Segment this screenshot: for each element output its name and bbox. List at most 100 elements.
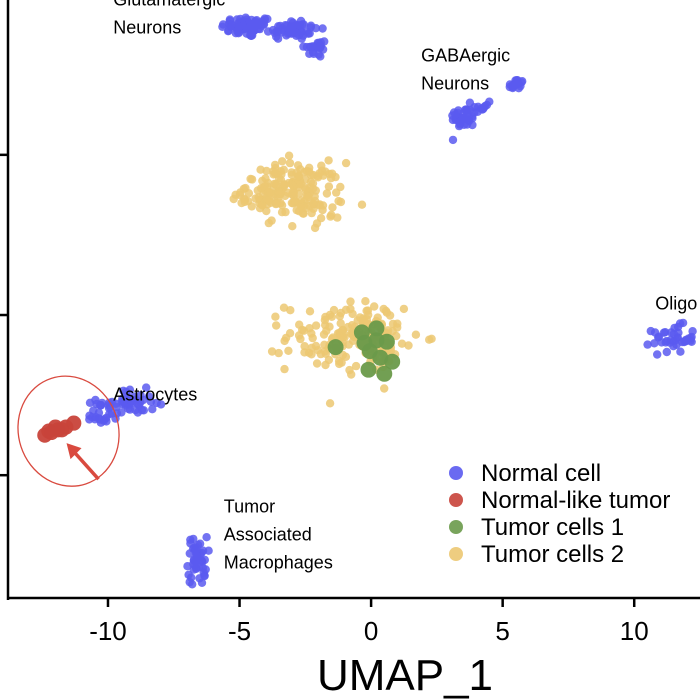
data-point [296,201,306,211]
data-point [336,308,346,318]
x-tick-label: -10 [89,616,127,646]
data-point [279,165,288,174]
data-point [311,321,321,330]
data-point [302,166,312,176]
data-point [306,177,316,187]
data-point [299,42,308,51]
data-point [325,310,335,320]
data-point [274,348,283,358]
data-point [392,331,401,341]
legend-label: Tumor cells 2 [481,541,624,568]
data-point [300,348,309,357]
data-point [305,307,315,316]
data-point [304,192,313,202]
cluster-label: Tumor Associated Macrophages [224,497,333,573]
data-point [512,76,521,85]
data-point [272,321,281,330]
data-point [317,161,326,170]
data-point [232,15,242,24]
data-point [361,297,370,306]
data-point [185,577,194,587]
data-point [324,156,333,165]
data-point [307,350,316,359]
data-point [305,49,314,58]
data-point [356,335,373,351]
data-point [669,342,678,351]
data-point [393,319,402,328]
data-point [225,15,235,24]
data-point [473,107,482,117]
data-point [266,188,275,197]
points-layer [37,13,697,589]
x-tick-label: 0 [364,616,378,646]
data-point [368,320,385,337]
data-point [653,350,662,359]
data-point [272,199,281,208]
data-point [346,297,355,306]
data-point [95,401,105,410]
data-point [285,158,295,168]
data-point [379,304,388,314]
data-point [270,179,279,188]
data-point [479,103,489,112]
data-point [336,197,346,207]
data-point [202,533,211,542]
data-point [309,199,318,209]
data-point [41,423,57,439]
data-point [313,346,323,355]
data-point [94,414,104,423]
data-point [264,218,273,228]
highlight-arrow-shaft [71,448,100,481]
data-point [347,370,356,379]
x-tick-label: 5 [495,616,509,646]
legend-label: Normal cell [481,460,601,487]
data-point [280,336,289,346]
x-axis-title: UMAP_1 [317,651,493,700]
data-point [197,578,207,587]
data-point [325,322,334,331]
data-point [666,328,676,337]
data-point [505,82,514,92]
data-point [351,361,361,371]
highlight-arrow-head [66,443,82,460]
data-point [218,22,227,31]
data-point [186,539,195,548]
data-point [320,315,330,325]
data-point [85,398,95,407]
data-point [384,353,401,370]
data-point [281,207,290,217]
data-point [363,306,373,315]
data-point [191,560,200,570]
data-point [311,24,321,33]
cluster-label: Astrocytes [113,384,197,404]
data-point [133,408,142,417]
data-point [661,338,670,347]
data-point [268,25,278,35]
data-point [397,339,407,348]
data-point [341,158,351,168]
data-point [343,322,353,332]
data-point [411,330,421,339]
highlight-ellipse [17,375,120,487]
data-point [258,201,267,210]
data-point [152,398,161,408]
data-point [315,43,324,52]
data-point [334,356,344,366]
data-point [197,556,206,565]
data-point [271,312,280,321]
data-point [404,341,413,350]
data-point [66,415,82,431]
data-point [385,311,395,320]
data-point [454,106,463,115]
legend-swatch [449,520,463,534]
data-point [322,189,332,198]
data-point [300,342,309,351]
legend-swatch [449,547,463,561]
data-point [673,333,682,342]
data-point [273,34,283,43]
data-point [262,166,271,176]
data-point [676,347,685,356]
data-point [198,546,208,555]
